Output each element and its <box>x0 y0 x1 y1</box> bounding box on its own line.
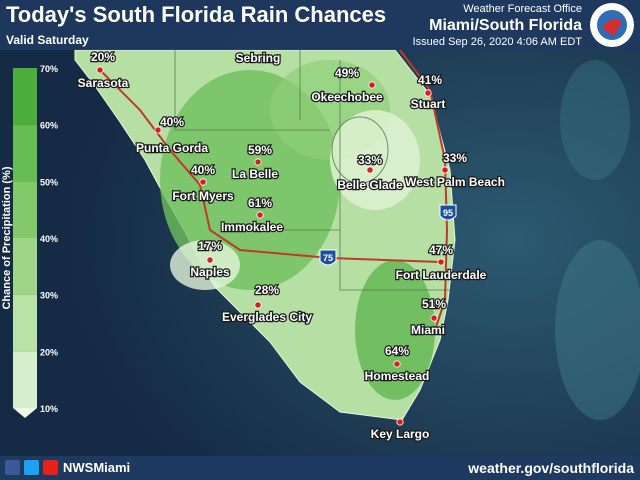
city-name: Fort Myers <box>172 189 234 203</box>
nws-logo-mark <box>602 19 622 36</box>
lake-okeechobee <box>331 116 389 184</box>
city-name: Sebring <box>236 51 281 65</box>
cities: 20% Sarasota Sebring 49% Okeechobee 41% Stuart… <box>76 49 506 443</box>
city-dot <box>441 166 449 174</box>
rain-chance: 64% <box>385 344 409 358</box>
city-name: Sarasota <box>78 76 129 90</box>
rain-chance: 33% <box>358 153 382 167</box>
interstate-number: 75 <box>323 253 333 263</box>
legend-tick-label: 60% <box>40 121 58 131</box>
city-dot <box>96 66 104 74</box>
city-dot <box>256 211 264 219</box>
social-handle[interactable]: NWSMiami <box>63 460 130 475</box>
legend-band <box>13 294 37 352</box>
city-name: Punta Gorda <box>136 141 208 155</box>
city-dot <box>154 126 162 134</box>
highway-shields: 95 75 <box>319 204 457 266</box>
bahamas-shelf <box>555 240 640 420</box>
legend-tick-label: 30% <box>40 291 58 301</box>
city-dot <box>437 258 445 266</box>
city-name: Key Largo <box>371 427 430 441</box>
rain-chance: 47% <box>429 243 453 257</box>
interstate-75 <box>99 69 441 263</box>
rain-chance: 41% <box>418 73 442 87</box>
legend-tick-label: 70% <box>40 64 58 74</box>
interstate-shield <box>319 249 337 266</box>
city-dot <box>254 301 262 309</box>
legend-band <box>13 124 37 182</box>
region: Miami/South Florida <box>429 17 582 34</box>
bahamas-shelf <box>560 60 630 180</box>
city-name: Everglades City <box>222 310 312 324</box>
legend: 70% 60% 50% 40% 30% 20% 10% <box>13 64 58 418</box>
rain-chance: 59% <box>248 143 272 157</box>
rain-chance: 28% <box>255 283 279 297</box>
legend-band <box>13 181 37 238</box>
city-dot <box>206 256 214 264</box>
city-dot <box>254 158 262 166</box>
legend-title: Chance of Precipitation (%) <box>1 166 13 309</box>
city-name: Stuart <box>411 97 446 111</box>
rain-chance: 51% <box>422 297 446 311</box>
subtitle: Valid Saturday <box>6 33 89 47</box>
title: Today's South Florida Rain Chances <box>6 2 386 27</box>
rain-chance: 61% <box>248 196 272 210</box>
legend-tick-label: 40% <box>40 234 58 244</box>
rain-chance: 40% <box>160 115 184 129</box>
header-bar <box>0 0 640 50</box>
legend-band <box>13 68 37 125</box>
city-name: Fort Lauderdale <box>396 268 487 282</box>
rain-chance: 17% <box>198 239 222 253</box>
legend-tick-label: 50% <box>40 177 58 187</box>
city-name: Immokalee <box>221 220 283 234</box>
city-name: Homestead <box>365 369 430 383</box>
rain-chance: 40% <box>191 163 215 177</box>
city-dot <box>366 166 374 174</box>
footer-bar <box>0 456 640 480</box>
interstate-95 <box>399 49 449 331</box>
legend-arrow <box>13 408 37 418</box>
city-name: Miami <box>411 323 445 337</box>
legend-band <box>13 238 37 295</box>
county-lines <box>174 50 450 291</box>
legend-band <box>13 351 37 408</box>
rain-chance: 20% <box>91 50 115 64</box>
youtube-icon[interactable] <box>43 460 58 475</box>
city-dot <box>396 418 404 426</box>
issued: Issued Sep 26, 2020 4:06 AM EDT <box>413 36 583 48</box>
legend-tick-label: 10% <box>40 404 58 414</box>
dry-area <box>170 240 240 290</box>
city-name: Naples <box>190 265 230 279</box>
city-name: Okeechobee <box>311 90 383 104</box>
rain-area <box>355 260 435 400</box>
city-dot <box>199 178 207 186</box>
interstate-number: 95 <box>443 208 453 218</box>
rain-chance: 33% <box>443 151 467 165</box>
city-dot <box>368 81 376 89</box>
city-dot <box>424 89 432 97</box>
city-dot <box>393 360 401 368</box>
facebook-icon[interactable] <box>5 460 20 475</box>
city-name: La Belle <box>232 167 278 181</box>
rain-chance: 49% <box>335 66 359 80</box>
website[interactable]: weather.gov/southflorida <box>467 460 634 476</box>
office: Weather Forecast Office <box>463 3 582 15</box>
twitter-icon[interactable] <box>24 460 39 475</box>
city-name: West Palm Beach <box>405 175 505 189</box>
legend-tick-label: 20% <box>40 347 58 357</box>
dry-area <box>330 110 420 210</box>
city-dot <box>430 314 438 322</box>
city-name: Belle Glade <box>337 178 403 192</box>
interstate-shield <box>439 204 457 221</box>
